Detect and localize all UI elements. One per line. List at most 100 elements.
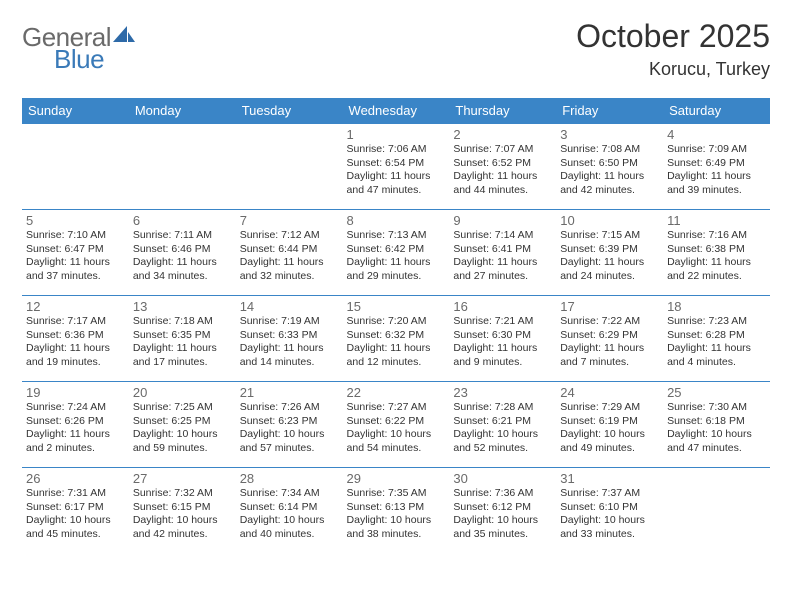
daylight-text-1: Daylight: 10 hours [453,514,552,528]
weekday-header: Sunday [22,98,129,124]
day-number: 17 [560,299,659,314]
sunrise-text: Sunrise: 7:31 AM [26,487,125,501]
daylight-text-2: and 19 minutes. [26,356,125,370]
calendar-day-cell: 2Sunrise: 7:07 AMSunset: 6:52 PMDaylight… [449,124,556,210]
daylight-text-1: Daylight: 11 hours [26,428,125,442]
calendar-week-row: 12Sunrise: 7:17 AMSunset: 6:36 PMDayligh… [22,296,770,382]
calendar-day-cell: 31Sunrise: 7:37 AMSunset: 6:10 PMDayligh… [556,468,663,554]
calendar-empty-cell [663,468,770,554]
daylight-text-2: and 34 minutes. [133,270,232,284]
day-info: Sunrise: 7:29 AMSunset: 6:19 PMDaylight:… [560,401,659,456]
daylight-text-1: Daylight: 10 hours [347,428,446,442]
day-number: 30 [453,471,552,486]
sunset-text: Sunset: 6:14 PM [240,501,339,515]
day-info: Sunrise: 7:11 AMSunset: 6:46 PMDaylight:… [133,229,232,284]
calendar-day-cell: 5Sunrise: 7:10 AMSunset: 6:47 PMDaylight… [22,210,129,296]
sunset-text: Sunset: 6:29 PM [560,329,659,343]
sunrise-text: Sunrise: 7:24 AM [26,401,125,415]
day-info: Sunrise: 7:23 AMSunset: 6:28 PMDaylight:… [667,315,766,370]
sunset-text: Sunset: 6:17 PM [26,501,125,515]
day-number: 4 [667,127,766,142]
daylight-text-2: and 42 minutes. [133,528,232,542]
daylight-text-1: Daylight: 11 hours [347,170,446,184]
calendar-week-row: 5Sunrise: 7:10 AMSunset: 6:47 PMDaylight… [22,210,770,296]
sunset-text: Sunset: 6:47 PM [26,243,125,257]
calendar-body: 1Sunrise: 7:06 AMSunset: 6:54 PMDaylight… [22,124,770,554]
sunset-text: Sunset: 6:15 PM [133,501,232,515]
day-number: 9 [453,213,552,228]
day-info: Sunrise: 7:24 AMSunset: 6:26 PMDaylight:… [26,401,125,456]
day-info: Sunrise: 7:06 AMSunset: 6:54 PMDaylight:… [347,143,446,198]
day-number: 15 [347,299,446,314]
sunset-text: Sunset: 6:41 PM [453,243,552,257]
day-number: 1 [347,127,446,142]
daylight-text-1: Daylight: 11 hours [347,256,446,270]
calendar-week-row: 26Sunrise: 7:31 AMSunset: 6:17 PMDayligh… [22,468,770,554]
calendar-day-cell: 26Sunrise: 7:31 AMSunset: 6:17 PMDayligh… [22,468,129,554]
day-info: Sunrise: 7:28 AMSunset: 6:21 PMDaylight:… [453,401,552,456]
calendar-day-cell: 12Sunrise: 7:17 AMSunset: 6:36 PMDayligh… [22,296,129,382]
day-info: Sunrise: 7:19 AMSunset: 6:33 PMDaylight:… [240,315,339,370]
calendar-day-cell: 11Sunrise: 7:16 AMSunset: 6:38 PMDayligh… [663,210,770,296]
daylight-text-1: Daylight: 10 hours [133,514,232,528]
day-number: 6 [133,213,232,228]
calendar-day-cell: 25Sunrise: 7:30 AMSunset: 6:18 PMDayligh… [663,382,770,468]
sunset-text: Sunset: 6:25 PM [133,415,232,429]
calendar-day-cell: 16Sunrise: 7:21 AMSunset: 6:30 PMDayligh… [449,296,556,382]
sunrise-text: Sunrise: 7:25 AM [133,401,232,415]
day-info: Sunrise: 7:25 AMSunset: 6:25 PMDaylight:… [133,401,232,456]
daylight-text-1: Daylight: 11 hours [240,256,339,270]
sunset-text: Sunset: 6:42 PM [347,243,446,257]
daylight-text-1: Daylight: 10 hours [560,428,659,442]
day-number: 10 [560,213,659,228]
daylight-text-1: Daylight: 11 hours [560,256,659,270]
day-info: Sunrise: 7:13 AMSunset: 6:42 PMDaylight:… [347,229,446,284]
daylight-text-2: and 27 minutes. [453,270,552,284]
sunrise-text: Sunrise: 7:32 AM [133,487,232,501]
daylight-text-1: Daylight: 11 hours [453,342,552,356]
daylight-text-2: and 44 minutes. [453,184,552,198]
daylight-text-2: and 7 minutes. [560,356,659,370]
day-info: Sunrise: 7:15 AMSunset: 6:39 PMDaylight:… [560,229,659,284]
daylight-text-2: and 2 minutes. [26,442,125,456]
sunset-text: Sunset: 6:26 PM [26,415,125,429]
calendar-day-cell: 27Sunrise: 7:32 AMSunset: 6:15 PMDayligh… [129,468,236,554]
daylight-text-2: and 32 minutes. [240,270,339,284]
calendar-day-cell: 29Sunrise: 7:35 AMSunset: 6:13 PMDayligh… [343,468,450,554]
day-info: Sunrise: 7:14 AMSunset: 6:41 PMDaylight:… [453,229,552,284]
daylight-text-2: and 17 minutes. [133,356,232,370]
day-number: 12 [26,299,125,314]
weekday-header: Wednesday [343,98,450,124]
day-info: Sunrise: 7:20 AMSunset: 6:32 PMDaylight:… [347,315,446,370]
daylight-text-2: and 22 minutes. [667,270,766,284]
sunrise-text: Sunrise: 7:10 AM [26,229,125,243]
day-number: 3 [560,127,659,142]
daylight-text-2: and 47 minutes. [347,184,446,198]
calendar-week-row: 19Sunrise: 7:24 AMSunset: 6:26 PMDayligh… [22,382,770,468]
sunset-text: Sunset: 6:32 PM [347,329,446,343]
daylight-text-2: and 37 minutes. [26,270,125,284]
sunset-text: Sunset: 6:18 PM [667,415,766,429]
day-info: Sunrise: 7:32 AMSunset: 6:15 PMDaylight:… [133,487,232,542]
daylight-text-2: and 4 minutes. [667,356,766,370]
day-number: 28 [240,471,339,486]
day-number: 11 [667,213,766,228]
day-info: Sunrise: 7:12 AMSunset: 6:44 PMDaylight:… [240,229,339,284]
daylight-text-1: Daylight: 11 hours [26,342,125,356]
weekday-header: Monday [129,98,236,124]
calendar-day-cell: 4Sunrise: 7:09 AMSunset: 6:49 PMDaylight… [663,124,770,210]
sunrise-text: Sunrise: 7:27 AM [347,401,446,415]
sunrise-text: Sunrise: 7:34 AM [240,487,339,501]
daylight-text-1: Daylight: 11 hours [26,256,125,270]
sunset-text: Sunset: 6:21 PM [453,415,552,429]
calendar-empty-cell [22,124,129,210]
title-block: October 2025 Korucu, Turkey [576,18,770,80]
day-number: 20 [133,385,232,400]
calendar-table: SundayMondayTuesdayWednesdayThursdayFrid… [22,98,770,554]
day-info: Sunrise: 7:30 AMSunset: 6:18 PMDaylight:… [667,401,766,456]
daylight-text-1: Daylight: 10 hours [240,514,339,528]
calendar-day-cell: 20Sunrise: 7:25 AMSunset: 6:25 PMDayligh… [129,382,236,468]
month-title: October 2025 [576,18,770,55]
calendar-day-cell: 24Sunrise: 7:29 AMSunset: 6:19 PMDayligh… [556,382,663,468]
sunset-text: Sunset: 6:52 PM [453,157,552,171]
